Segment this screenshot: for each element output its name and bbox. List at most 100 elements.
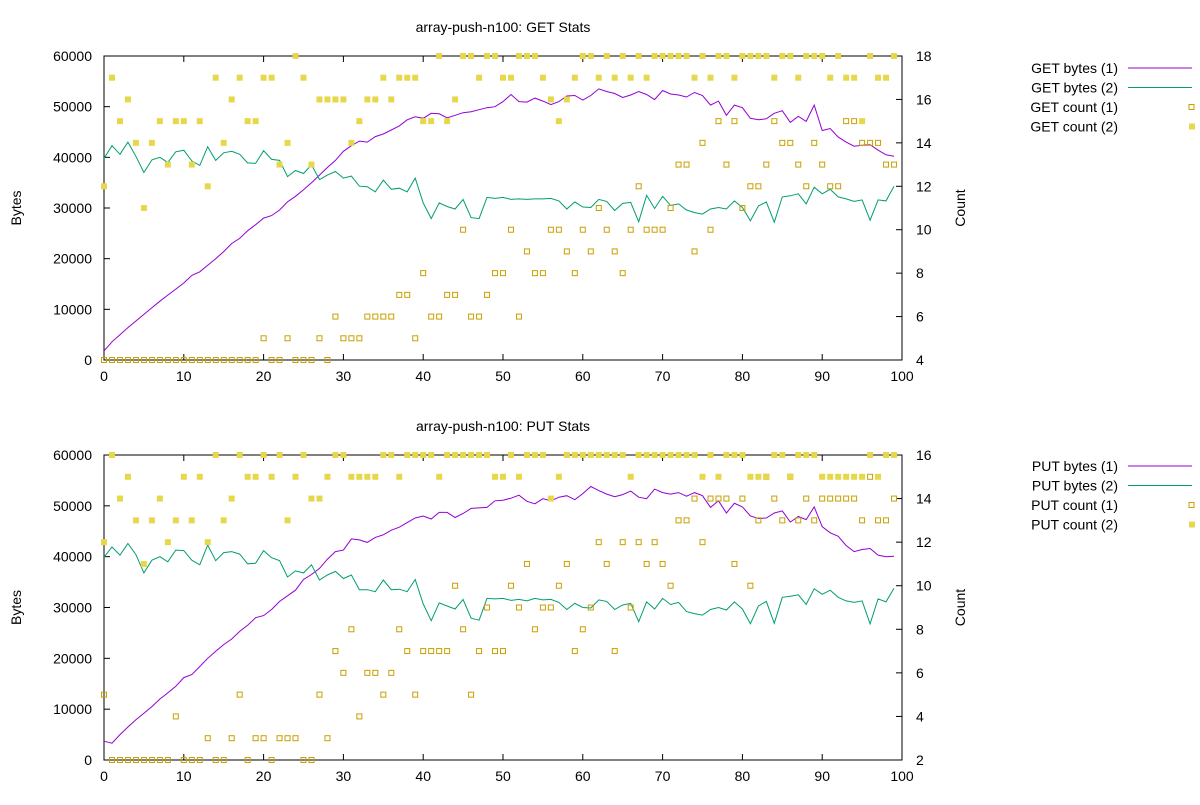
data-point [300,757,307,763]
data-point [859,517,866,524]
data-point [372,96,379,103]
data-point [212,357,219,363]
data-point [244,118,251,125]
data-point [412,335,419,342]
data-point [659,226,666,233]
x-tick-label: 0 [100,368,108,384]
data-point [747,53,754,59]
data-point [659,560,666,567]
data-point [755,517,762,524]
plot-frame [103,454,903,761]
data-point [364,669,371,676]
data-point [835,183,842,190]
data-point [651,226,658,233]
data-point [252,473,259,480]
series-3 [101,118,898,363]
legend-swatch [1188,104,1195,110]
series-line [103,485,895,744]
data-point [851,495,858,502]
data-point [332,96,339,103]
data-point [675,161,682,168]
data-point [531,452,538,458]
data-point [460,626,467,633]
data-point [539,604,546,611]
data-point [316,335,323,342]
data-point [332,452,339,458]
data-point [587,604,594,611]
data-point [476,313,483,320]
x-tick-label: 80 [735,368,751,384]
data-point [140,357,147,363]
data-point [531,53,538,59]
data-point [420,452,427,458]
data-point [228,495,235,502]
data-point [635,183,642,190]
data-point [276,161,283,168]
data-point [883,74,890,81]
data-point [108,452,115,458]
data-point [795,452,802,458]
data-point [803,452,810,458]
data-point [811,53,818,59]
data-point [236,357,243,363]
data-point [252,357,259,363]
data-point [308,495,315,502]
legend-label: GET bytes (1) [1031,60,1118,76]
data-point [460,226,467,233]
data-point [587,248,594,255]
data-point [643,226,650,233]
data-point [124,96,131,103]
data-point [148,357,155,363]
data-point [715,473,722,480]
data-point [571,648,578,655]
data-point [891,161,898,168]
data-point [731,74,738,81]
data-point [252,118,259,125]
data-point [364,96,371,103]
data-point [276,357,283,363]
data-point [484,53,491,59]
series-line [103,542,895,626]
y-tick-label: 0 [84,352,92,368]
data-point [236,74,243,81]
data-point [635,53,642,59]
data-point [132,517,139,524]
data-point [715,118,722,125]
data-point [651,53,658,59]
data-point [116,357,123,363]
data-point [268,757,275,763]
data-point [172,517,179,524]
y2-axis-label: Count [952,189,968,226]
data-point [188,517,195,524]
data-point [779,452,786,458]
series-line [103,88,895,352]
data-point [180,118,187,125]
data-point [316,96,323,103]
series-1 [103,485,895,744]
data-point [292,735,299,742]
data-point [124,357,131,363]
data-point [691,495,698,502]
legend-label: GET count (2) [1030,119,1118,135]
data-point [148,139,155,146]
data-point [707,226,714,233]
data-point [340,96,347,103]
data-point [539,74,546,81]
data-point [172,713,179,720]
data-point [627,226,634,233]
data-point [236,452,243,458]
y2-tick-label: 10 [916,222,932,238]
data-point [683,517,690,524]
data-point [316,691,323,698]
data-point [292,357,299,363]
data-point [843,118,850,125]
data-point [763,53,770,59]
y2-tick-label: 10 [916,578,932,594]
data-point [308,757,315,763]
data-point [547,495,554,502]
data-point [683,53,690,59]
data-point [108,757,115,763]
data-point [755,183,762,190]
series-4 [101,452,898,567]
